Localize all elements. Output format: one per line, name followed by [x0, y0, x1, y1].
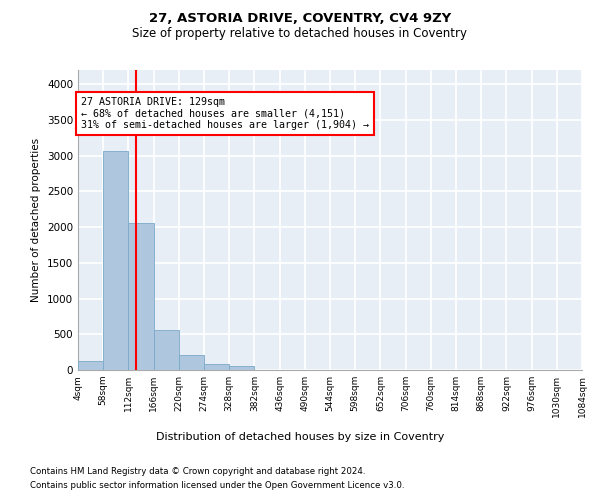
Text: Size of property relative to detached houses in Coventry: Size of property relative to detached ho…: [133, 28, 467, 40]
Bar: [179, 355, 204, 370]
Text: Contains HM Land Registry data © Crown copyright and database right 2024.: Contains HM Land Registry data © Crown c…: [30, 468, 365, 476]
Text: Contains public sector information licensed under the Open Government Licence v3: Contains public sector information licen…: [30, 481, 404, 490]
Text: Distribution of detached houses by size in Coventry: Distribution of detached houses by size …: [156, 432, 444, 442]
Y-axis label: Number of detached properties: Number of detached properties: [31, 138, 41, 302]
Bar: [204, 364, 229, 370]
Bar: [103, 152, 128, 370]
Bar: [154, 330, 179, 370]
Bar: [78, 360, 103, 370]
Text: 27 ASTORIA DRIVE: 129sqm
← 68% of detached houses are smaller (4,151)
31% of sem: 27 ASTORIA DRIVE: 129sqm ← 68% of detach…: [81, 97, 369, 130]
Bar: [229, 366, 254, 370]
Text: 27, ASTORIA DRIVE, COVENTRY, CV4 9ZY: 27, ASTORIA DRIVE, COVENTRY, CV4 9ZY: [149, 12, 451, 26]
Bar: [128, 223, 154, 370]
